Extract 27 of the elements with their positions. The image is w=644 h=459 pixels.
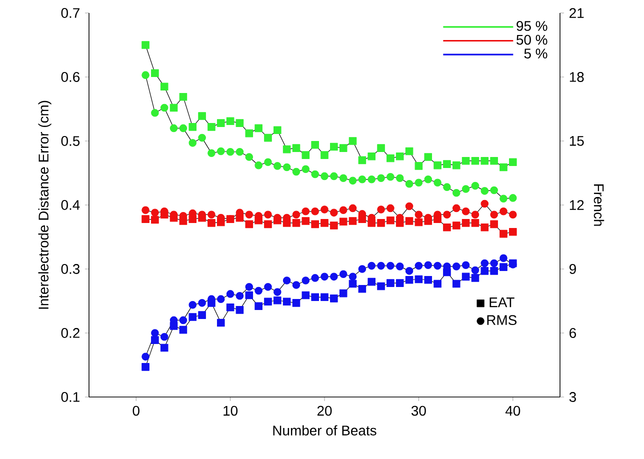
y-tick-label: 0.4 bbox=[61, 200, 80, 210]
y-tick-label: 0.5 bbox=[61, 136, 80, 146]
y-tick-label: 0.3 bbox=[61, 264, 80, 274]
y-axis-title: Interelectrode Distance Error (cm) bbox=[38, 100, 52, 309]
y2-tick-label: 9 bbox=[570, 264, 576, 274]
y2-tick-label: 12 bbox=[570, 200, 584, 210]
y2-tick-label: 15 bbox=[570, 136, 584, 146]
text: 95 % bbox=[516, 21, 548, 31]
y2-tick-label: 3 bbox=[569, 392, 576, 402]
y2-tick-label: 18 bbox=[570, 72, 584, 82]
y2-axis-title: French bbox=[594, 184, 604, 226]
annotation: EAT bbox=[490, 298, 514, 308]
x-tick-label: 10 bbox=[224, 406, 238, 416]
x-tick-label: 20 bbox=[317, 406, 332, 416]
y2-tick-label: 21 bbox=[570, 8, 584, 18]
annotation: RMS bbox=[487, 315, 517, 326]
x-axis-title: Number of Beats bbox=[273, 425, 376, 436]
y-tick-label: 0.7 bbox=[61, 8, 80, 18]
y2-tick-label: 6 bbox=[570, 328, 576, 338]
text: 50 % bbox=[516, 34, 548, 45]
x-tick-label: 0 bbox=[132, 406, 140, 416]
text: 5 % bbox=[524, 48, 548, 58]
y-tick-label: 0.6 bbox=[61, 72, 80, 82]
y-tick-label: 0.1 bbox=[61, 392, 80, 402]
x-tick-label: 40 bbox=[505, 406, 520, 416]
x-tick-label: 30 bbox=[411, 406, 426, 416]
y-tick-label: 0.2 bbox=[61, 328, 80, 338]
